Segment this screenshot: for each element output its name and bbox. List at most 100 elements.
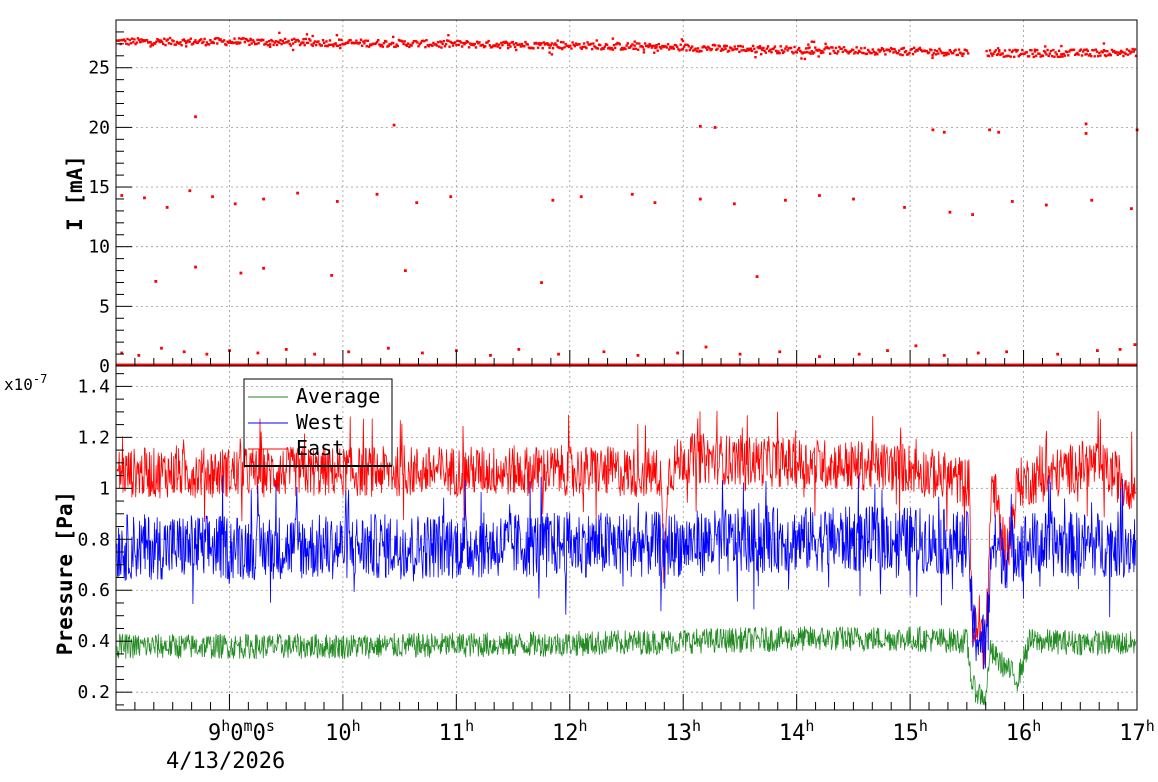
current-zero-point: [660, 363, 663, 367]
current-band-point: [172, 39, 175, 43]
current-band-point: [879, 49, 882, 52]
current-zero-point: [296, 363, 299, 367]
current-zero-point: [1025, 363, 1028, 367]
current-zero-point: [1019, 363, 1022, 367]
current-zero-point: [450, 363, 453, 367]
current-zero-point: [734, 363, 737, 367]
current-zero-point: [131, 363, 134, 367]
current-zero-point: [207, 363, 210, 367]
current-band-point: [993, 50, 996, 53]
current-band-point: [233, 37, 236, 40]
current-zero-point: [891, 363, 894, 367]
current-zero-point: [546, 363, 549, 367]
current-zero-point: [641, 363, 644, 367]
current-zero-point: [1059, 363, 1062, 367]
current-band-point: [312, 41, 316, 45]
current-zero-point: [231, 363, 234, 367]
current-band-point: [646, 44, 649, 47]
current-band-point: [559, 40, 563, 44]
current-band-point: [916, 49, 919, 52]
current-band-point: [837, 50, 840, 53]
current-zero-point: [462, 363, 465, 367]
current-band-point: [136, 37, 140, 40]
current-zero-point: [318, 363, 321, 367]
current-zero-point: [255, 363, 258, 367]
current-zero-point: [939, 363, 942, 367]
current-band-point: [599, 43, 602, 47]
current-band-point: [949, 50, 953, 53]
current-zero-point: [251, 363, 254, 367]
current-band-point: [896, 52, 900, 55]
current-band-point: [933, 49, 937, 52]
current-outlier-point: [1130, 207, 1133, 211]
current-zero-point: [311, 363, 314, 367]
current-zero-point: [632, 363, 635, 367]
current-band-point: [1122, 54, 1125, 58]
current-zero-point: [1011, 363, 1014, 367]
current-zero-point: [552, 363, 555, 367]
current-zero-point: [971, 363, 974, 367]
current-band-point: [891, 47, 894, 51]
current-band-point: [549, 44, 552, 47]
pressure-series-west-line: [116, 475, 1136, 670]
current-band-point: [1016, 49, 1019, 52]
current-zero-point: [152, 363, 155, 367]
current-zero-point: [768, 363, 771, 367]
pressure-tick-label: 0.6: [77, 580, 110, 601]
current-zero-point: [539, 363, 542, 367]
pressure-tick-label: 0.4: [77, 631, 110, 652]
current-band-point: [385, 40, 388, 43]
current-band-point: [149, 45, 152, 48]
current-band-point: [725, 44, 728, 48]
current-band-point: [961, 54, 964, 58]
legend-label-west: West: [296, 410, 344, 434]
current-band-point: [812, 40, 816, 44]
current-band-point: [209, 38, 212, 42]
current-band-point: [809, 52, 812, 55]
current-band-point: [689, 46, 693, 50]
current-band-point: [842, 46, 846, 49]
current-zero-point: [749, 363, 752, 367]
current-zero-point: [990, 363, 993, 367]
current-band-point: [827, 47, 831, 50]
current-zero-point: [1131, 363, 1134, 367]
current-band-point: [227, 41, 230, 44]
current-zero-point: [1010, 363, 1013, 367]
current-zero-point: [902, 363, 905, 367]
current-outlier-point: [194, 115, 197, 119]
current-zero-point: [740, 363, 743, 367]
current-zero-point: [1124, 363, 1127, 367]
current-zero-point: [147, 363, 150, 367]
current-zero-point: [212, 363, 215, 367]
current-zero-point: [239, 363, 242, 367]
current-band-point: [380, 43, 383, 47]
current-band-point: [332, 45, 335, 48]
current-zero-point: [482, 363, 485, 367]
current-zero-point: [422, 363, 425, 367]
current-zero-point: [1001, 363, 1004, 367]
current-band-point: [992, 52, 995, 56]
current-zero-point: [1119, 363, 1122, 367]
current-band-point: [633, 40, 636, 43]
current-band-point: [592, 42, 595, 45]
current-zero-point: [1083, 363, 1086, 367]
current-zero-point: [876, 363, 879, 367]
current-band-point: [326, 44, 329, 48]
current-zero-point: [938, 363, 941, 367]
current-zero-point: [458, 363, 461, 367]
current-band-point: [883, 49, 886, 53]
current-zero-point: [293, 363, 296, 367]
current-zero-point: [617, 363, 620, 367]
current-zero-point: [573, 363, 576, 367]
current-band-point: [182, 38, 186, 41]
current-zero-point: [471, 363, 474, 367]
current-zero-point: [485, 363, 488, 367]
current-zero-point: [161, 363, 164, 367]
current-zero-point: [326, 363, 329, 367]
current-band-point: [447, 34, 450, 37]
current-band-point: [1023, 52, 1026, 56]
current-band-point: [1047, 54, 1050, 58]
current-band-point: [303, 43, 306, 47]
current-zero-point: [588, 363, 591, 367]
